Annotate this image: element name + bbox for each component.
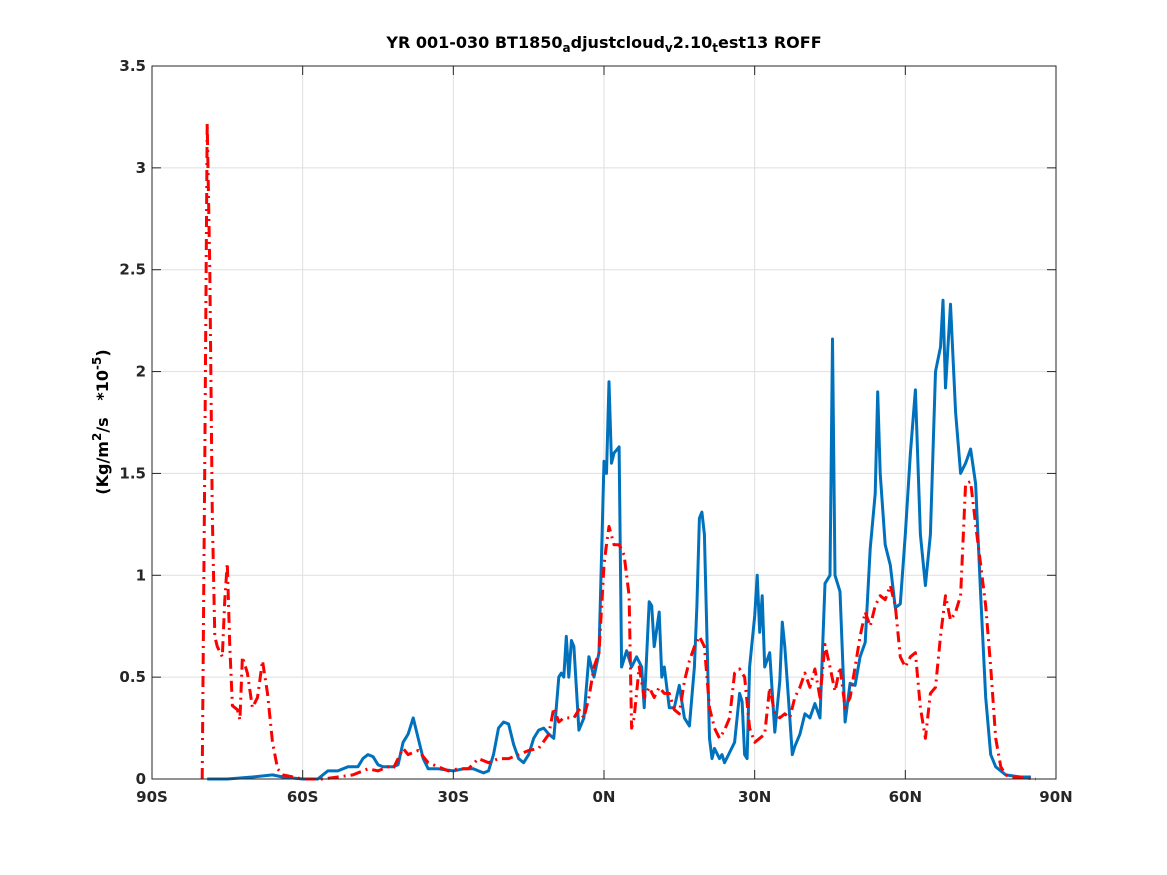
title-subscript: v bbox=[665, 41, 673, 55]
y-tick-label: 0.5 bbox=[119, 668, 146, 686]
x-tick-label: 30N bbox=[738, 788, 771, 806]
y-label-superscript: -5 bbox=[90, 357, 104, 370]
title-part: 2.10 bbox=[673, 33, 712, 52]
x-tick-label: 0N bbox=[593, 788, 616, 806]
y-tick-label: 1.5 bbox=[119, 464, 146, 482]
tick-labels: 90S 60S 30S 0N 30N 60N 90N 0 0.5 1 1.5 2 2.5 3 3.5 bbox=[119, 57, 1072, 806]
series-line-1 bbox=[207, 298, 1031, 781]
x-tick-label: 60N bbox=[889, 788, 922, 806]
x-tick-label: 60S bbox=[287, 788, 319, 806]
y-label-part: /s *10 bbox=[93, 370, 112, 433]
series-group bbox=[200, 121, 1037, 781]
x-tick-label: 90N bbox=[1039, 788, 1072, 806]
title-subscript: a bbox=[563, 41, 571, 55]
title-part: est13 ROFF bbox=[718, 33, 822, 52]
x-tick-label: 90S bbox=[136, 788, 168, 806]
y-tick-label: 0 bbox=[136, 770, 146, 788]
title-part: YR 001-030 BT1850 bbox=[385, 33, 562, 52]
axes bbox=[151, 65, 1057, 780]
y-tick-label: 1 bbox=[136, 566, 146, 584]
y-tick-label: 2.5 bbox=[119, 261, 146, 279]
x-tick-label: 30S bbox=[437, 788, 469, 806]
y-axis-label: (Kg/m2/s *10-5) bbox=[90, 349, 112, 494]
y-label-part: ) bbox=[93, 349, 112, 356]
title-part: djustcloud bbox=[571, 33, 665, 52]
chart-title: YR 001-030 BT1850adjustcloudv2.10test13 … bbox=[385, 33, 821, 55]
y-label-part: (Kg/m bbox=[93, 441, 112, 495]
title-subscript: t bbox=[712, 41, 718, 55]
y-tick-label: 3.5 bbox=[119, 57, 146, 75]
series-line-2 bbox=[200, 121, 1037, 781]
y-tick-label: 3 bbox=[136, 159, 146, 177]
y-tick-label: 2 bbox=[136, 363, 146, 381]
y-label-superscript: 2 bbox=[90, 433, 104, 441]
